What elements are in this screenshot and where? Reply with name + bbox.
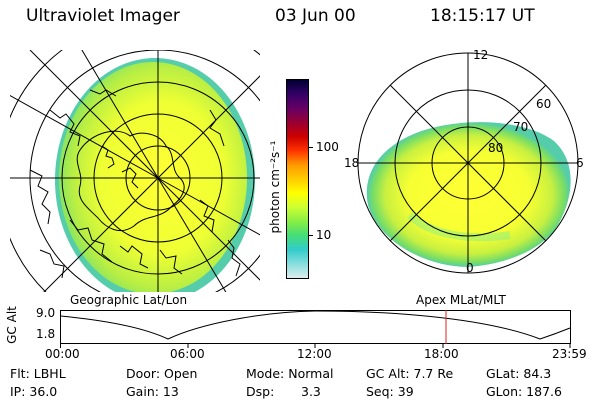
door-info: Door: Open	[126, 366, 198, 381]
longitude-grid	[10, 50, 260, 292]
coastlines	[29, 89, 241, 279]
glat-info: GLat: 84.3	[486, 366, 552, 381]
time-tick-1800: 18:00	[424, 347, 459, 361]
filter-info: Flt: LBHL	[10, 366, 66, 381]
altitude-tick-high: 9.0	[36, 306, 56, 320]
altitude-plot-frame	[60, 310, 571, 344]
colorbar-tick-100	[308, 147, 313, 148]
altitude-axis-label: GC Alt	[4, 306, 19, 344]
altitude-curve	[60, 310, 571, 340]
left-panel-label: Geographic Lat/Lon	[70, 293, 188, 307]
mlt-label-18: 18	[344, 156, 359, 170]
time-tick-0600: 06:00	[170, 347, 205, 361]
colorbar-tick-10	[308, 235, 313, 236]
time-tick-1200: 12:00	[297, 347, 332, 361]
app-title: Ultraviolet Imager	[26, 6, 180, 26]
ip-info: IP: 36.0	[10, 384, 58, 399]
altitude-tick-low: 1.8	[36, 327, 56, 341]
aurora-oval	[59, 62, 247, 292]
aurora-oval-magnetic	[366, 122, 571, 267]
dsp-label: Dsp:	[246, 384, 275, 399]
mode-info: Mode: Normal	[246, 366, 334, 381]
image-time: 18:15:17 UT	[430, 6, 535, 26]
colorbar	[286, 79, 309, 279]
mlat-label-60: 60	[536, 97, 551, 111]
time-tick-0000: 00:00	[45, 347, 80, 361]
time-tick-2359: 23:59	[552, 347, 587, 361]
altitude-plot	[60, 310, 571, 348]
glon-info: GLon: 187.6	[486, 384, 562, 399]
mlt-label-12: 12	[473, 48, 488, 62]
colorbar-label-100: 100	[316, 140, 339, 154]
geographic-image	[10, 50, 260, 292]
mlt-label-6: 6	[576, 156, 584, 170]
mlt-grid	[358, 53, 578, 273]
dsp-value: 3.3	[301, 384, 321, 399]
gain-info: Gain: 13	[126, 384, 179, 399]
mlat-label-80: 80	[488, 141, 503, 155]
right-panel-label: Apex MLat/MLT	[416, 293, 506, 307]
seq-info: Seq: 39	[366, 384, 414, 399]
colorbar-gradient	[287, 80, 308, 278]
magnetic-polar-plot: 12 18 6 0 60 70 80	[344, 48, 584, 275]
colorbar-label-10: 10	[316, 228, 332, 242]
gc-alt-info: GC Alt: 7.7 Re	[366, 366, 454, 381]
colorbar-unit-label: photon cm⁻²s⁻¹	[268, 140, 282, 234]
mlat-label-70: 70	[513, 120, 528, 134]
image-date: 03 Jun 00	[275, 6, 356, 26]
mlt-label-0: 0	[466, 261, 474, 275]
